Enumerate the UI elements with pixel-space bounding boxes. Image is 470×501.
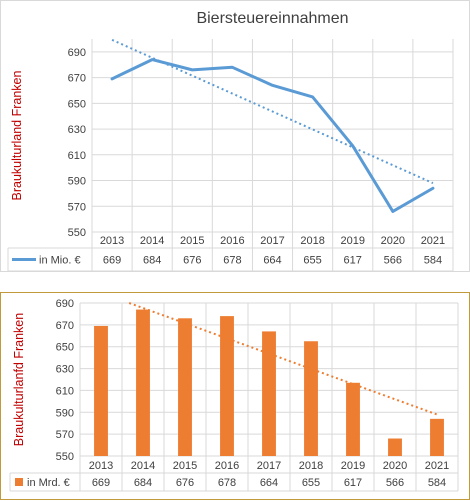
y-tick-label: 570 — [68, 201, 86, 213]
bar — [178, 318, 192, 456]
x-tick-label: 2016 — [220, 235, 244, 247]
y-tick-label: 610 — [68, 150, 86, 162]
bar — [136, 309, 150, 456]
bar — [94, 325, 108, 456]
bar — [304, 341, 318, 456]
table-value: 655 — [302, 477, 320, 489]
x-tick-label: 2017 — [260, 235, 284, 247]
line-chart-panel: Biersteuereinnahmen Braukulturland Franke… — [0, 0, 470, 272]
y-tick-label: 570 — [56, 429, 74, 441]
x-tick-label: 2013 — [89, 460, 113, 472]
table-value: 664 — [260, 477, 278, 489]
x-tick-label: 2016 — [215, 460, 239, 472]
table-value: 617 — [344, 477, 362, 489]
y-tick-label: 550 — [56, 451, 74, 463]
legend-label: in Mio. € — [39, 255, 81, 267]
x-tick-label: 2020 — [383, 460, 407, 472]
table-value: 655 — [303, 255, 321, 267]
x-tick-label: 2013 — [100, 235, 124, 247]
bar-chart: Braukulturlanfd Franken 550 570 590 610 630 65… — [9, 298, 459, 492]
y-tick-label: 650 — [68, 98, 86, 110]
trendline — [111, 38, 434, 185]
bar — [262, 331, 276, 456]
x-tick-label: 2021 — [425, 460, 449, 472]
table-value: 669 — [103, 255, 121, 267]
table-value: 684 — [134, 477, 152, 489]
table-value: 676 — [183, 255, 201, 267]
table-value: 684 — [143, 255, 161, 267]
legend-label: in Mrd. € — [27, 477, 70, 489]
table-value: 584 — [424, 255, 442, 267]
table-value: 678 — [218, 477, 236, 489]
table-value: 584 — [428, 477, 446, 489]
line-chart: Biersteuereinnahmen Braukulturland Franke… — [7, 10, 454, 272]
y-tick-label: 690 — [56, 298, 74, 310]
y-tick-label: 670 — [56, 320, 74, 332]
x-tick-label: 2014 — [131, 460, 155, 472]
trendline — [128, 302, 438, 416]
y-tick-label: 590 — [68, 176, 86, 188]
x-tick-label: 2021 — [421, 235, 445, 247]
x-tick-label: 2018 — [300, 235, 324, 247]
y-tick-label: 630 — [68, 124, 86, 136]
y-tick-label: 670 — [68, 73, 86, 85]
x-tick-label: 2019 — [340, 235, 364, 247]
y-tick-label: 590 — [56, 407, 74, 419]
bar — [388, 438, 402, 456]
bar — [346, 382, 360, 456]
y-axis-label: Braukulturland Franken — [10, 70, 24, 200]
y-tick-label: 650 — [56, 342, 74, 354]
chart-title: Biersteuereinnahmen — [196, 10, 348, 27]
x-tick-label: 2015 — [173, 460, 197, 472]
legend-key — [15, 478, 23, 486]
table-value: 676 — [176, 477, 194, 489]
x-tick-label: 2017 — [257, 460, 281, 472]
table-value: 566 — [386, 477, 404, 489]
table-value: 678 — [223, 255, 241, 267]
bar-chart-panel: Braukulturlanfd Franken 550 570 590 610 630 65… — [0, 292, 470, 500]
table-value: 566 — [384, 255, 402, 267]
x-tick-label: 2018 — [299, 460, 323, 472]
bar — [430, 418, 444, 456]
y-tick-label: 630 — [56, 364, 74, 376]
y-tick-label: 550 — [68, 227, 86, 239]
table-value: 664 — [263, 255, 281, 267]
series-line — [110, 58, 435, 213]
x-tick-label: 2014 — [140, 235, 164, 247]
x-tick-label: 2020 — [381, 235, 405, 247]
y-tick-label: 690 — [68, 47, 86, 59]
x-tick-label: 2019 — [341, 460, 365, 472]
table-value: 669 — [92, 477, 110, 489]
y-axis-label: Braukulturlanfd Franken — [12, 313, 26, 446]
table-value: 617 — [344, 255, 362, 267]
bar — [220, 316, 234, 456]
y-tick-label: 610 — [56, 385, 74, 397]
x-tick-label: 2015 — [180, 235, 204, 247]
